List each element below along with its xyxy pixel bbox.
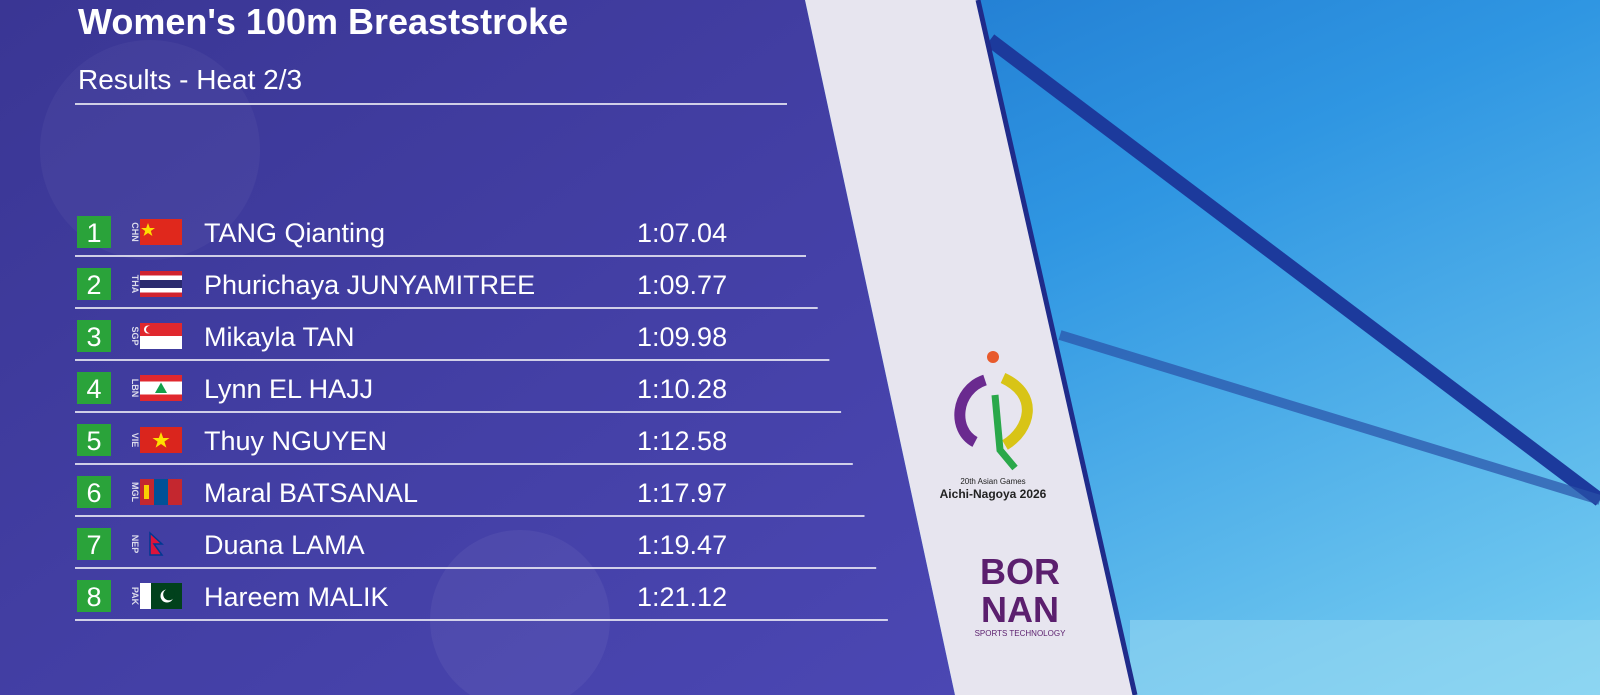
pool-floor (1130, 620, 1600, 695)
subtitle: Results - Heat 2/3 (78, 64, 302, 95)
results-table: 1 CHN TANG Qianting 1:07.04 2 THA Phurichaya J… (75, 216, 888, 621)
time: 1:19.47 (637, 530, 727, 560)
decor (430, 530, 610, 695)
athlete-name: Phurichaya JUNYAMITREE (204, 270, 535, 300)
rank-box (77, 476, 111, 508)
flag (140, 271, 182, 297)
event-logo-line2: Aichi-Nagoya 2026 (940, 487, 1047, 501)
country-code: THA (130, 275, 140, 294)
sponsor-line1: BOR (980, 551, 1060, 592)
rank-box (77, 320, 111, 352)
sponsor-logo: BOR NAN SPORTS TECHNOLOGY (975, 551, 1067, 638)
athlete-name: Mikayla TAN (204, 322, 355, 352)
athlete-name: Lynn EL HAJJ (204, 374, 373, 404)
rank: 7 (86, 530, 101, 560)
rank: 4 (86, 374, 101, 404)
rank: 2 (86, 270, 101, 300)
lane-rope (1058, 330, 1600, 505)
sponsor-tagline: SPORTS TECHNOLOGY (975, 629, 1067, 638)
country-code: NEP (130, 535, 140, 554)
athlete-name: Maral BATSANAL (204, 478, 418, 508)
sponsor-line2: NAN (981, 589, 1059, 630)
time: 1:12.58 (637, 426, 727, 456)
time: 1:07.04 (637, 218, 727, 248)
rank-box (77, 268, 111, 300)
rank-box (77, 424, 111, 456)
flag (140, 427, 182, 453)
country-code: SGP (130, 326, 140, 345)
athlete-name: TANG Qianting (204, 218, 385, 248)
flag (140, 479, 182, 505)
country-code: MGL (130, 482, 140, 502)
rank: 6 (86, 478, 101, 508)
country-code: PAK (130, 587, 140, 606)
title: Women's 100m Breaststroke (78, 1, 568, 42)
result-row: 3 SGP Mikayla TAN 1:09.98 (75, 320, 830, 361)
result-row: 4 LBN Lynn EL HAJJ 1:10.28 (75, 372, 842, 413)
time: 1:10.28 (637, 374, 727, 404)
time: 1:09.98 (637, 322, 727, 352)
rank-box (77, 216, 111, 248)
rank: 1 (86, 218, 101, 248)
result-row: 6 MGL Maral BATSANAL 1:17.97 (75, 476, 865, 517)
result-row: 7 NEP Duana LAMA 1:19.47 (75, 528, 877, 569)
time: 1:17.97 (637, 478, 727, 508)
band-edge (975, 0, 1138, 695)
result-row: 5 VIE Thuy NGUYEN 1:12.58 (75, 424, 853, 465)
athlete-name: Duana LAMA (204, 530, 365, 560)
results-panel (0, 0, 955, 695)
rank-box (77, 528, 111, 560)
rank-box (77, 372, 111, 404)
flag (140, 323, 182, 349)
event-logo-line1: 20th Asian Games (960, 477, 1025, 486)
country-code: VIE (130, 433, 140, 448)
logo-band (805, 0, 1135, 695)
result-row: 1 CHN TANG Qianting 1:07.04 (75, 216, 806, 257)
event-logo: 20th Asian Games Aichi-Nagoya 2026 (940, 351, 1047, 501)
lane-rope (985, 34, 1600, 506)
rank: 5 (86, 426, 101, 456)
result-row: 2 THA Phurichaya JUNYAMITREE 1:09.77 (75, 268, 818, 309)
athlete-name: Thuy NGUYEN (204, 426, 387, 456)
rank: 8 (86, 582, 101, 612)
country-code: LBN (130, 379, 140, 398)
flag (140, 375, 182, 401)
time: 1:21.12 (637, 582, 727, 612)
result-row: 8 PAK Hareem MALIK 1:21.12 (75, 580, 888, 621)
flag (140, 583, 182, 609)
flag (140, 219, 182, 245)
rank-box (77, 580, 111, 612)
decor (40, 40, 260, 260)
country-code: CHN (130, 222, 140, 242)
rank: 3 (86, 322, 101, 352)
athlete-name: Hareem MALIK (204, 582, 389, 612)
time: 1:09.77 (637, 270, 727, 300)
